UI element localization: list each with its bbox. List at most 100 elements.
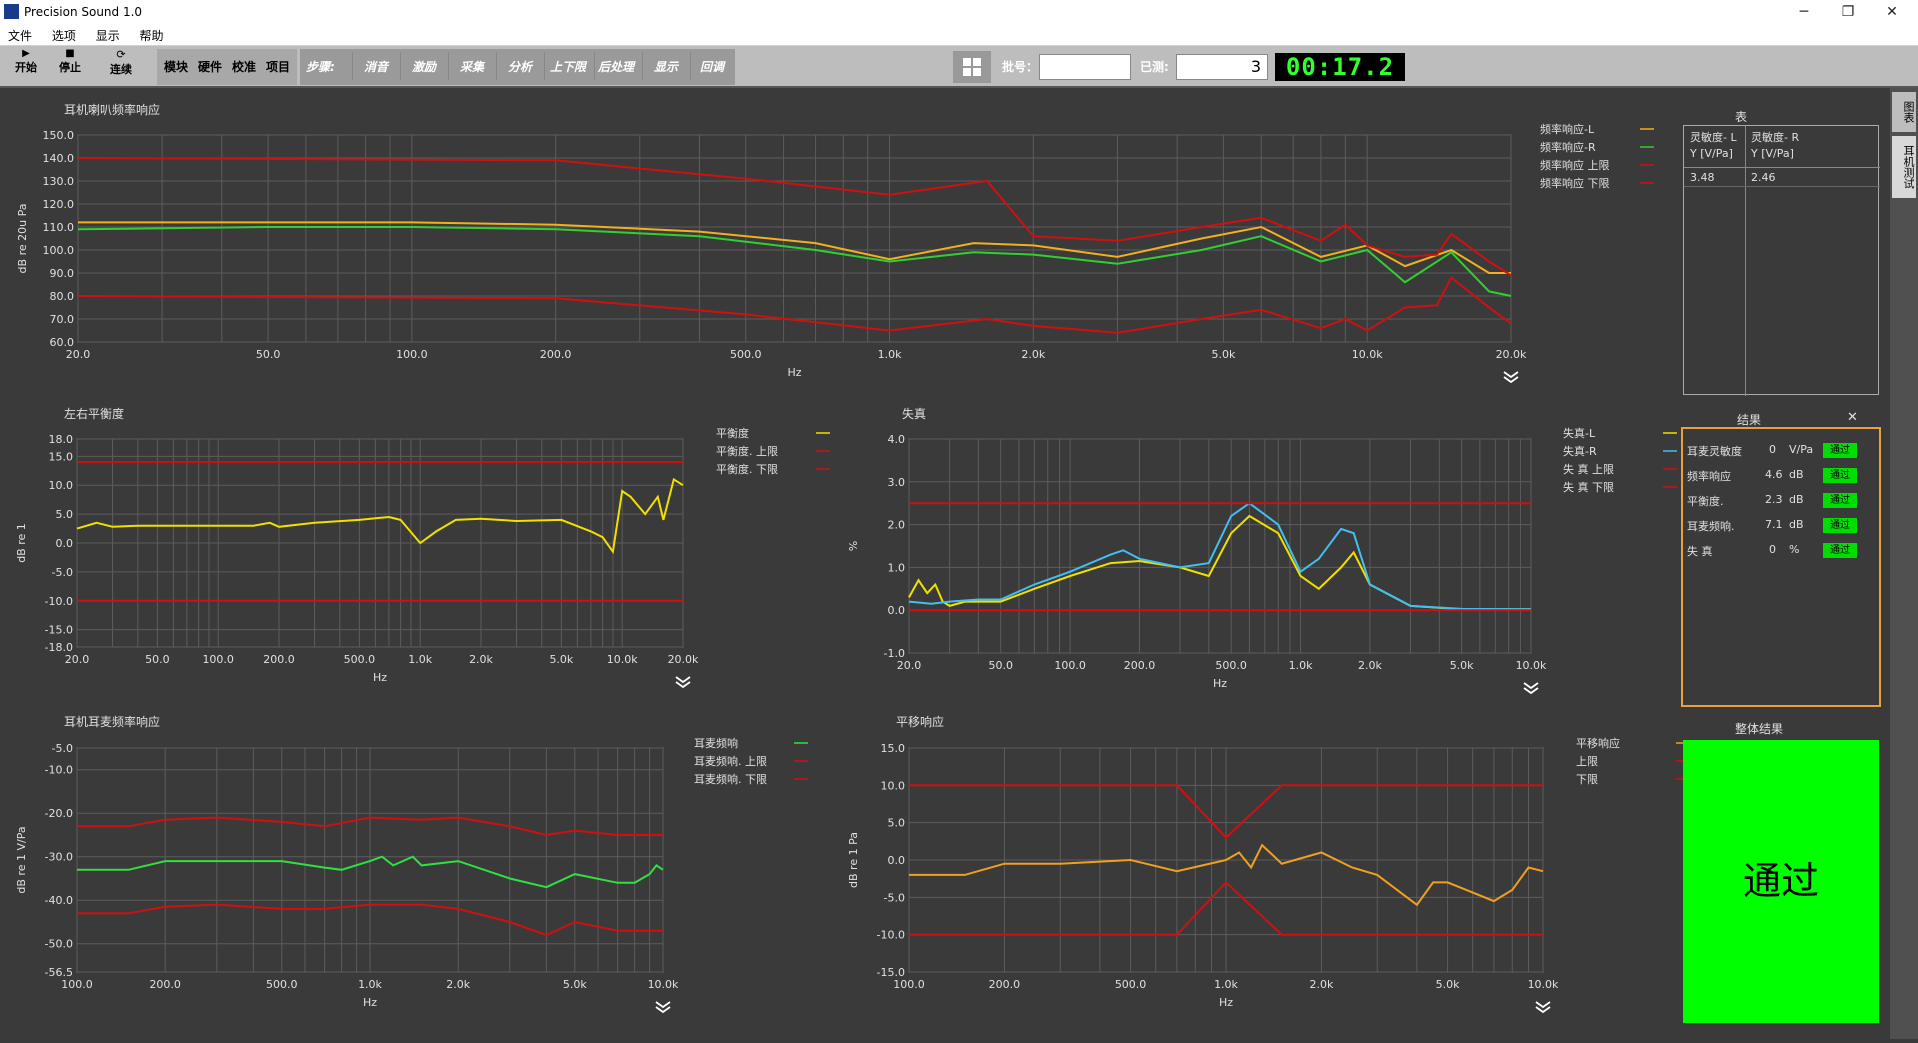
tab-headset-test[interactable]: 耳机测试 (1892, 136, 1916, 198)
x-tick-label: 50.0 (256, 348, 281, 361)
result-status-badge: 通过 (1823, 543, 1857, 558)
x-tick-label: 500.0 (730, 348, 762, 361)
y-tick-label: 120.0 (43, 198, 75, 211)
x-axis-label: Hz (787, 366, 801, 379)
plot-area (77, 134, 1512, 343)
menu-file[interactable]: 文件 (8, 29, 33, 43)
result-row: 失 真 0 % 通过 (1687, 543, 1877, 559)
result-unit: dB (1789, 518, 1804, 531)
y-tick-label: 18.0 (49, 433, 74, 446)
minimize-button[interactable]: ─ (1799, 4, 1809, 20)
stop-button[interactable]: ■ 停止 (50, 48, 90, 86)
continuous-button[interactable]: ⟳ 连续 (99, 48, 143, 86)
x-tick-label: 500.0 (1215, 659, 1247, 672)
result-value: 0 (1769, 543, 1776, 556)
x-tick-label: 20.0k (1496, 348, 1527, 361)
x-tick-label: 500.0 (344, 653, 376, 666)
step-limits[interactable]: 上下限 (550, 60, 587, 74)
table-cell-sens-l: 3.48 (1690, 171, 1715, 184)
x-tick-label: 1.0k (1289, 659, 1313, 672)
legend-label: 频率响应-L (1540, 122, 1595, 136)
legend-label: 耳麦频响 (694, 736, 738, 750)
step-display[interactable]: 显示 (654, 60, 679, 74)
x-axis-label: Hz (1213, 677, 1227, 690)
batch-input[interactable] (1039, 54, 1131, 80)
menu-view[interactable]: 显示 (95, 29, 120, 43)
x-tick-label: 200.0 (989, 978, 1021, 991)
y-axis-label: dB re 1 Pa (847, 832, 860, 888)
result-row: 耳麦灵敏度 0 V/Pa 通过 (1687, 443, 1877, 459)
calibration-button[interactable]: 校准 (232, 60, 257, 74)
series-line (909, 880, 1543, 936)
x-tick-label: 50.0 (988, 659, 1013, 672)
grid-view-button[interactable] (953, 51, 991, 83)
chart-title: 左右平衡度 (64, 406, 124, 421)
plot-area (908, 438, 1532, 654)
result-label: 耳麦频响. (1687, 520, 1735, 533)
y-tick-label: 0.0 (888, 604, 906, 617)
legend-label: 失 真 上限 (1563, 462, 1614, 476)
y-tick-label: 1.0 (888, 561, 906, 574)
series-line (77, 903, 663, 937)
x-tick-label: 10.0k (648, 978, 679, 991)
module-group (157, 49, 297, 85)
toolbar: ▶ 开始 ■ 停止 ⟳ 连续 模块 硬件 校准 项目 步骤: 消音 激励 采集 … (0, 46, 1918, 88)
step-acquire[interactable]: 采集 (460, 60, 485, 74)
module-button[interactable]: 模块 (164, 60, 189, 74)
results-close-icon[interactable]: ✕ (1847, 410, 1858, 425)
legend-label: 频率响应-R (1540, 140, 1596, 154)
result-label: 耳麦灵敏度 (1687, 445, 1742, 458)
y-tick-label: 70.0 (50, 313, 75, 326)
legend-label: 失真-R (1563, 444, 1597, 458)
y-tick-label: 130.0 (43, 175, 75, 188)
x-tick-label: 5.0k (1211, 348, 1235, 361)
x-tick-label: 50.0 (145, 653, 170, 666)
x-tick-label: 1.0k (408, 653, 432, 666)
result-value: 0 (1769, 443, 1776, 456)
x-tick-label: 20.0 (66, 348, 91, 361)
x-tick-label: 10.0k (1352, 348, 1383, 361)
y-tick-label: 110.0 (43, 221, 75, 234)
y-tick-label: -10.0 (45, 595, 73, 608)
y-tick-label: -15.0 (877, 966, 905, 979)
menu-help[interactable]: 帮助 (139, 29, 164, 43)
y-axis-label: % (847, 541, 860, 551)
hardware-button[interactable]: 硬件 (198, 60, 223, 74)
step-divider (690, 52, 691, 80)
maximize-button[interactable]: ❐ (1841, 4, 1855, 20)
close-button[interactable]: ✕ (1886, 4, 1898, 20)
series-line (77, 226, 1512, 297)
step-callback[interactable]: 回调 (700, 60, 725, 74)
legend-label: 频率响应 下限 (1540, 176, 1610, 190)
result-unit: dB (1789, 493, 1804, 506)
step-analyze[interactable]: 分析 (508, 60, 533, 74)
step-divider (642, 52, 643, 80)
chart-title: 平移响应 (896, 714, 944, 729)
start-button[interactable]: ▶ 开始 (6, 48, 46, 86)
x-axis-label: Hz (1219, 996, 1233, 1009)
project-button[interactable]: 项目 (266, 60, 291, 74)
results-panel: 耳麦灵敏度 0 V/Pa 通过 频率响应 4.6 dB 通过 平衡度. 2.3 … (1681, 427, 1881, 707)
series-line (909, 784, 1543, 840)
series-line (908, 501, 1532, 611)
step-divider (352, 52, 353, 80)
x-tick-label: 10.0k (1528, 978, 1559, 991)
y-tick-label: 140.0 (43, 152, 75, 165)
x-tick-label: 1.0k (878, 348, 902, 361)
series-line (77, 276, 1512, 334)
y-tick-label: 90.0 (50, 267, 75, 280)
y-tick-label: 60.0 (50, 336, 75, 349)
y-tick-label: -20.0 (45, 807, 73, 820)
result-row: 频率响应 4.6 dB 通过 (1687, 468, 1877, 484)
step-excite[interactable]: 激励 (412, 60, 437, 74)
step-mute[interactable]: 消音 (364, 60, 389, 74)
results-title: 结果 (1737, 413, 1762, 427)
x-tick-label: 200.0 (1124, 659, 1156, 672)
result-value: 7.1 (1765, 518, 1783, 531)
x-tick-label: 100.0 (893, 978, 925, 991)
table-row-divider (1684, 186, 1880, 187)
step-postprocess[interactable]: 后处理 (598, 60, 635, 74)
x-tick-label: 100.0 (202, 653, 234, 666)
menu-options[interactable]: 选项 (51, 29, 76, 43)
tab-charts[interactable]: 图表 (1892, 92, 1916, 132)
